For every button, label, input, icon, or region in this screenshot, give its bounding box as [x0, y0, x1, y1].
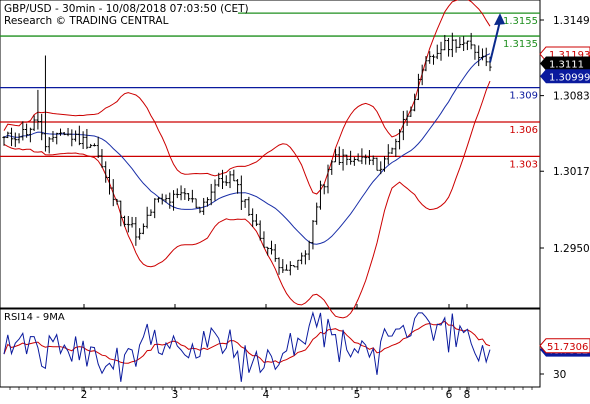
- price-tag-label-moving-average: 1.30999: [549, 72, 590, 83]
- time-tick-label: 8: [464, 389, 471, 400]
- price-tag-label-last-price: 1.3111: [549, 60, 584, 71]
- level-label-support: 1.303: [509, 159, 538, 170]
- rsi-tick-label: 30: [553, 369, 566, 381]
- level-label-resistance: 1.3155: [503, 16, 538, 27]
- bollinger-bands-layer: [3, 0, 491, 319]
- time-tick-label: 2: [81, 389, 88, 400]
- level-label-pivot: 1.309: [509, 91, 538, 102]
- level-label-resistance: 1.3135: [503, 39, 538, 50]
- rsi-panel-frame: [0, 308, 541, 388]
- price-tick-label: 1.3017: [553, 166, 590, 178]
- moving-average-line: [3, 53, 491, 245]
- rsi-value-tag: [539, 338, 590, 354]
- rsi-line: [3, 311, 491, 382]
- bollinger-upper-band: [3, 0, 491, 195]
- time-tick-label: 5: [354, 389, 361, 400]
- levels-layer: 1.3155 1.3135 1.309 1.306 1.303: [0, 12, 540, 170]
- price-tick-label: 1.3149: [553, 15, 590, 27]
- price-tag-moving-average: [540, 69, 590, 84]
- bollinger-lower-band: [3, 80, 491, 319]
- forecast-arrow-layer: [489, 13, 505, 63]
- rsi-ma-line: [3, 320, 491, 364]
- time-tick-label: 4: [263, 389, 270, 400]
- price-tag-label-upper-band: 1.31193: [549, 50, 590, 61]
- forecast-arrow-shaft: [489, 20, 501, 63]
- time-tick-label: 6: [446, 389, 453, 400]
- candles-layer: [2, 32, 492, 276]
- rsi-value-label: 51.7306: [547, 342, 588, 353]
- level-label-support: 1.306: [509, 125, 538, 136]
- chart-title: GBP/USD - 30min - 10/08/2018 07:03:50 (C…: [4, 3, 249, 15]
- price-axis-layer: 1.3149 1.3083 1.3017 1.2950: [540, 15, 590, 255]
- time-tick-label: 3: [172, 389, 179, 400]
- rsi-title: RSI14 - 9MA: [4, 312, 65, 323]
- rsi-layer: 3048.791251.7306: [3, 311, 590, 382]
- price-panel-frame: [0, 0, 541, 309]
- price-tag-last-price: [540, 56, 590, 71]
- forecast-arrow-head: [494, 13, 505, 26]
- price-tick-label: 1.2950: [553, 243, 590, 255]
- price-tick-label: 1.3083: [553, 91, 590, 103]
- chart-source: Research © TRADING CENTRAL: [4, 15, 169, 27]
